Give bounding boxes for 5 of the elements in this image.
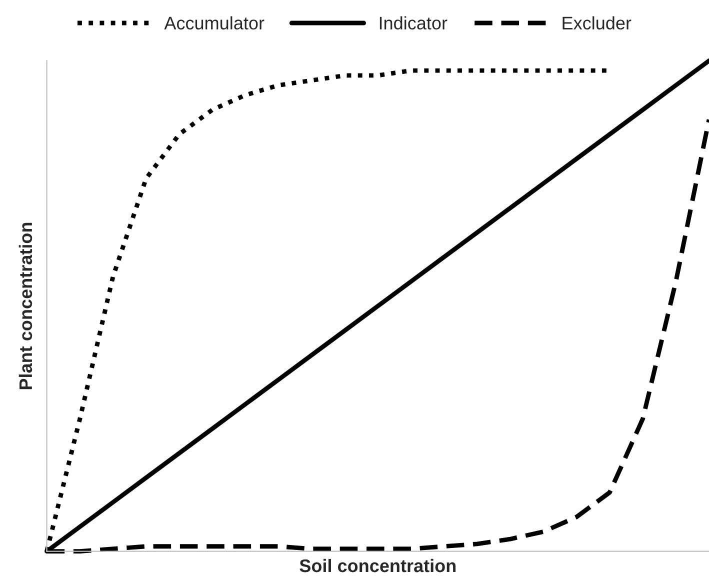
legend-label: Accumulator (164, 16, 264, 30)
y-axis-title: Plant concentration (18, 222, 32, 390)
legend-label: Excluder (562, 16, 632, 30)
x-axis-title: Soil concentration (300, 558, 456, 572)
legend-label: Indicator (380, 16, 448, 30)
